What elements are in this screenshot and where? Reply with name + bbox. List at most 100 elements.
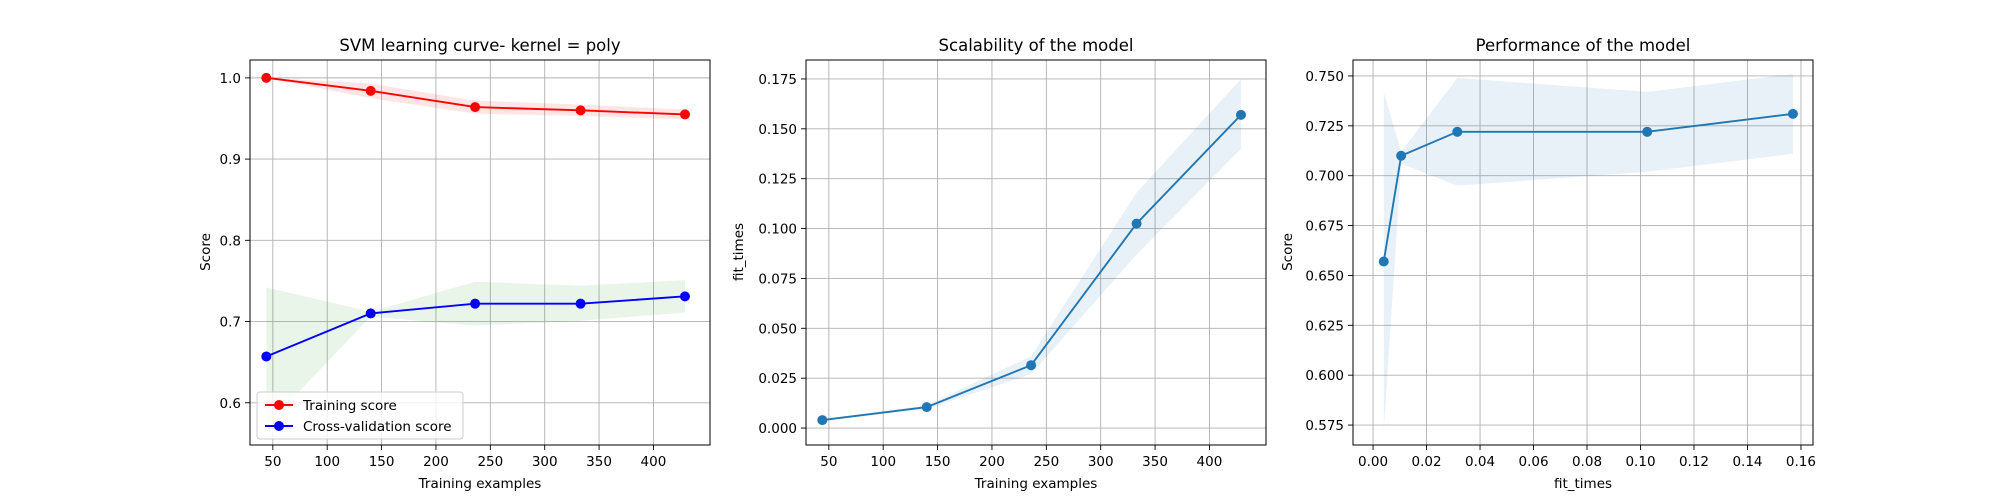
y-tick-label: 0.675 bbox=[1305, 219, 1344, 235]
series-markers bbox=[817, 109, 1246, 426]
axes-frame bbox=[249, 59, 711, 446]
y-tick-label: 0.750 bbox=[1305, 69, 1344, 85]
y-tick-label: 0.075 bbox=[758, 271, 797, 287]
y-tick-label: 0.000 bbox=[758, 421, 797, 437]
y-tick-label: 0.700 bbox=[1305, 169, 1344, 185]
confidence-bands bbox=[1383, 73, 1793, 432]
chart-title: SVM learning curve- kernel = poly bbox=[339, 36, 621, 55]
series-1-point bbox=[1787, 108, 1798, 119]
axes-frame bbox=[805, 59, 1267, 446]
grid bbox=[806, 60, 1266, 445]
legend-marker-training bbox=[274, 400, 284, 410]
y-ticks: 0.575 0.600 0.625 0.650 0.675 0.700 0.725 0.750 bbox=[1305, 69, 1353, 434]
x-ticks: 50 100 150 200 250 300 350 400 bbox=[820, 445, 1222, 470]
x-tick-label: 0.10 bbox=[1625, 454, 1655, 470]
x-tick-label: 150 bbox=[369, 454, 395, 470]
x-tick-label: 100 bbox=[314, 454, 340, 470]
series-1-point bbox=[1131, 218, 1142, 229]
series-2-point bbox=[365, 308, 376, 319]
x-tick-label: 0.00 bbox=[1358, 454, 1388, 470]
x-tick-label: 100 bbox=[870, 454, 896, 470]
x-tick-label: 200 bbox=[423, 454, 449, 470]
x-tick-label: 0.02 bbox=[1412, 454, 1442, 470]
legend-label-cross-validation: Cross-validation score bbox=[303, 419, 452, 435]
y-tick-label: 0.125 bbox=[758, 172, 797, 188]
y-axis-label: fit_times bbox=[731, 223, 747, 281]
chart-title: Scalability of the model bbox=[939, 36, 1134, 55]
series-markers bbox=[261, 72, 690, 362]
series-1-point bbox=[1642, 126, 1653, 137]
x-tick-label: 50 bbox=[264, 454, 281, 470]
y-axis-label: Score bbox=[198, 233, 214, 271]
y-tick-label: 0.600 bbox=[1305, 368, 1344, 384]
x-tick-label: 250 bbox=[1033, 454, 1059, 470]
series-2-point bbox=[679, 291, 690, 302]
y-tick-label: 0.8 bbox=[220, 233, 241, 249]
series-1-point bbox=[1452, 126, 1463, 137]
y-ticks: 0.6 0.7 0.8 0.9 1.0 bbox=[220, 71, 250, 412]
x-tick-label: 300 bbox=[532, 454, 558, 470]
y-tick-label: 0.650 bbox=[1305, 268, 1344, 284]
chart-title: Performance of the model bbox=[1476, 36, 1691, 55]
x-tick-label: 400 bbox=[1197, 454, 1223, 470]
x-tick-label: 400 bbox=[641, 454, 667, 470]
x-tick-label: 0.06 bbox=[1518, 454, 1548, 470]
y-tick-label: 0.050 bbox=[758, 321, 797, 337]
series-1-point bbox=[1378, 256, 1389, 267]
series-2-point bbox=[261, 351, 272, 362]
series-1-point bbox=[575, 105, 586, 116]
x-axis-label: Training examples bbox=[418, 476, 542, 492]
y-tick-label: 0.025 bbox=[758, 371, 797, 387]
legend-label-training: Training score bbox=[302, 398, 397, 414]
y-tick-label: 0.150 bbox=[758, 122, 797, 138]
y-tick-label: 0.625 bbox=[1305, 318, 1344, 334]
y-tick-label: 0.100 bbox=[758, 222, 797, 238]
x-axis-label: Training examples bbox=[974, 476, 1098, 492]
series-markers bbox=[1378, 108, 1798, 267]
x-tick-label: 50 bbox=[820, 454, 837, 470]
y-tick-label: 0.175 bbox=[758, 72, 797, 88]
series-1-point bbox=[365, 85, 376, 96]
y-tick-label: 1.0 bbox=[220, 71, 241, 87]
series-1-point bbox=[261, 72, 272, 83]
x-tick-label: 250 bbox=[477, 454, 503, 470]
x-tick-label: 0.14 bbox=[1732, 454, 1762, 470]
x-tick-label: 0.08 bbox=[1572, 454, 1602, 470]
series-1-point bbox=[921, 402, 932, 413]
x-ticks: 50 100 150 200 250 300 350 400 bbox=[264, 445, 666, 470]
x-tick-label: 0.16 bbox=[1786, 454, 1816, 470]
y-tick-label: 0.9 bbox=[220, 152, 241, 168]
series-1-point bbox=[1235, 109, 1246, 120]
series-1-point bbox=[679, 109, 690, 120]
x-tick-label: 0.04 bbox=[1465, 454, 1495, 470]
y-tick-label: 0.6 bbox=[220, 396, 241, 412]
x-tick-label: 200 bbox=[979, 454, 1005, 470]
x-ticks: 0.00 0.02 0.04 0.06 0.08 0.10 0.12 0.14 0.16 bbox=[1358, 445, 1816, 470]
y-axis-label: Score bbox=[1280, 233, 1296, 271]
x-tick-label: 350 bbox=[586, 454, 612, 470]
y-tick-label: 0.725 bbox=[1305, 119, 1344, 135]
x-tick-label: 350 bbox=[1142, 454, 1168, 470]
panel-learning-curve: 50 100 150 200 250 300 350 400 0.60.70.80.91.0 … bbox=[198, 36, 711, 492]
legend-marker-cross-validation bbox=[274, 421, 284, 431]
x-tick-label: 150 bbox=[925, 454, 951, 470]
panel-performance: 0.00 0.02 0.04 0.06 0.08 0.10 0.12 0.14 0.16 0.5… bbox=[1280, 36, 1816, 492]
series-1-point bbox=[1026, 360, 1037, 371]
series-2-point bbox=[470, 298, 481, 309]
x-axis-label: fit_times bbox=[1554, 476, 1612, 492]
series-2-point bbox=[575, 298, 586, 309]
series-1-point bbox=[470, 102, 481, 113]
legend-box bbox=[256, 391, 464, 440]
series-1-band bbox=[1383, 73, 1793, 432]
y-ticks: 0.000 0.025 0.050 0.075 0.100 0.125 0.150 0.175 bbox=[758, 72, 806, 437]
grid bbox=[1353, 60, 1813, 445]
series-1-point bbox=[817, 415, 828, 426]
panel-scalability: 50 100 150 200 250 300 350 400 0.0000.0250.0500… bbox=[731, 36, 1267, 492]
x-tick-label: 0.12 bbox=[1679, 454, 1709, 470]
y-tick-label: 0.575 bbox=[1305, 418, 1344, 434]
x-tick-label: 300 bbox=[1088, 454, 1114, 470]
y-tick-label: 0.7 bbox=[220, 315, 241, 331]
axes-frame bbox=[1352, 59, 1814, 446]
series-1-point bbox=[1396, 150, 1407, 161]
